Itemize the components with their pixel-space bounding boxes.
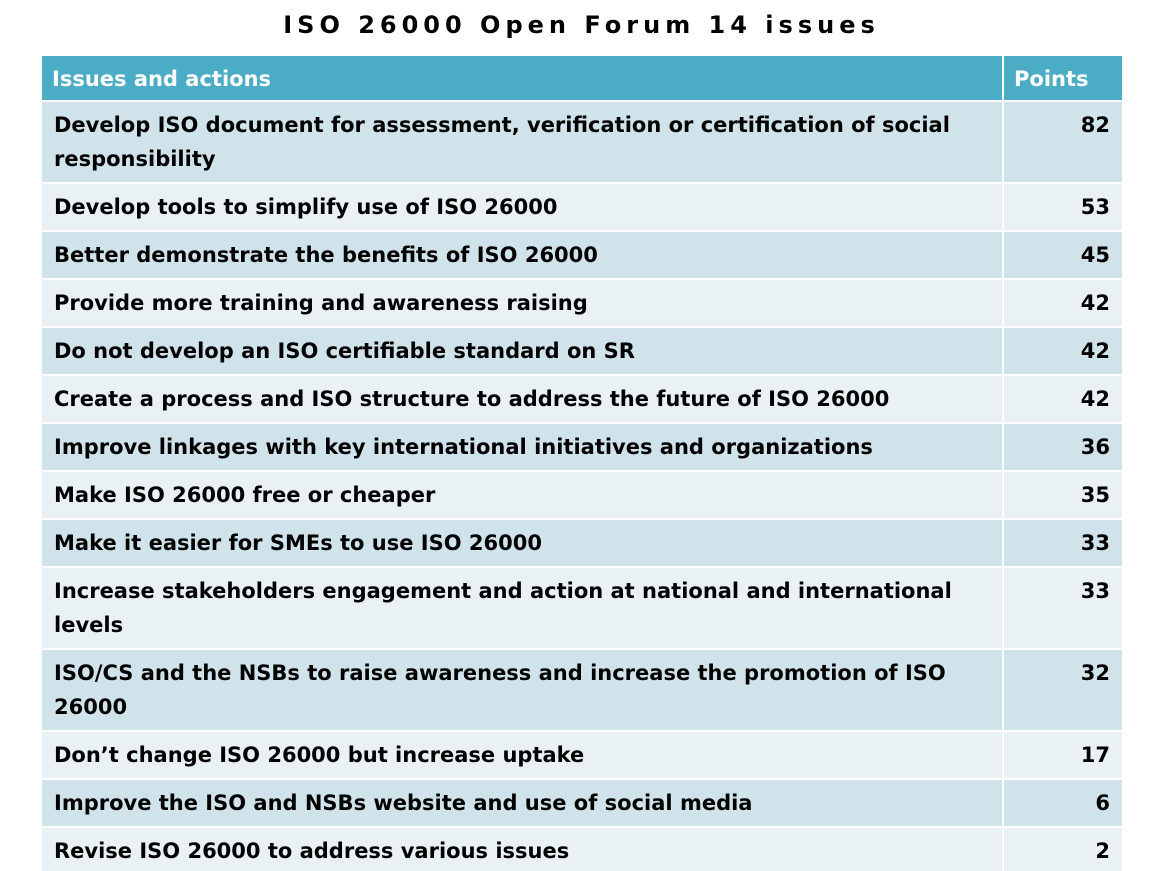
- points-cell: 32: [1002, 648, 1124, 732]
- table-row: Improve the ISO and NSBs website and use…: [40, 778, 1124, 828]
- table-row: Increase stakeholders engagement and act…: [40, 566, 1124, 650]
- issue-cell: ISO/CS and the NSBs to raise awareness a…: [40, 648, 1004, 732]
- column-header-issues: Issues and actions: [40, 54, 1004, 102]
- points-cell: 2: [1002, 826, 1124, 871]
- table-row: Make it easier for SMEs to use ISO 26000…: [40, 518, 1124, 568]
- issue-cell: Create a process and ISO structure to ad…: [40, 374, 1004, 424]
- points-cell: 42: [1002, 326, 1124, 376]
- points-cell: 45: [1002, 230, 1124, 280]
- table-header-row: Issues and actions Points: [40, 54, 1124, 102]
- issue-cell: Develop tools to simplify use of ISO 260…: [40, 182, 1004, 232]
- table-row: Make ISO 26000 free or cheaper 35: [40, 470, 1124, 520]
- issue-cell: Develop ISO document for assessment, ver…: [40, 100, 1004, 184]
- table-row: Develop tools to simplify use of ISO 260…: [40, 182, 1124, 232]
- points-cell: 36: [1002, 422, 1124, 472]
- page-title: ISO 26000 Open Forum 14 issues: [283, 11, 880, 39]
- table-row: Create a process and ISO structure to ad…: [40, 374, 1124, 424]
- table-row: ISO/CS and the NSBs to raise awareness a…: [40, 648, 1124, 732]
- issue-cell: Increase stakeholders engagement and act…: [40, 566, 1004, 650]
- table-row: Improve linkages with key international …: [40, 422, 1124, 472]
- table-row: Don’t change ISO 26000 but increase upta…: [40, 730, 1124, 780]
- points-cell: 33: [1002, 566, 1124, 650]
- issues-table: Issues and actions Points Develop ISO do…: [40, 54, 1124, 871]
- issue-cell: Do not develop an ISO certifiable standa…: [40, 326, 1004, 376]
- points-cell: 42: [1002, 278, 1124, 328]
- points-cell: 6: [1002, 778, 1124, 828]
- issue-cell: Improve the ISO and NSBs website and use…: [40, 778, 1004, 828]
- points-cell: 42: [1002, 374, 1124, 424]
- table-row: Revise ISO 26000 to address various issu…: [40, 826, 1124, 871]
- issue-cell: Improve linkages with key international …: [40, 422, 1004, 472]
- table-row: Provide more training and awareness rais…: [40, 278, 1124, 328]
- table-row: Better demonstrate the benefits of ISO 2…: [40, 230, 1124, 280]
- issue-cell: Make it easier for SMEs to use ISO 26000: [40, 518, 1004, 568]
- issue-cell: Make ISO 26000 free or cheaper: [40, 470, 1004, 520]
- points-cell: 82: [1002, 100, 1124, 184]
- issue-cell: Revise ISO 26000 to address various issu…: [40, 826, 1004, 871]
- table-row: Do not develop an ISO certifiable standa…: [40, 326, 1124, 376]
- column-header-points: Points: [1002, 54, 1124, 102]
- issue-cell: Provide more training and awareness rais…: [40, 278, 1004, 328]
- points-cell: 35: [1002, 470, 1124, 520]
- points-cell: 53: [1002, 182, 1124, 232]
- points-cell: 33: [1002, 518, 1124, 568]
- points-cell: 17: [1002, 730, 1124, 780]
- issue-cell: Better demonstrate the benefits of ISO 2…: [40, 230, 1004, 280]
- table-row: Develop ISO document for assessment, ver…: [40, 100, 1124, 184]
- issue-cell: Don’t change ISO 26000 but increase upta…: [40, 730, 1004, 780]
